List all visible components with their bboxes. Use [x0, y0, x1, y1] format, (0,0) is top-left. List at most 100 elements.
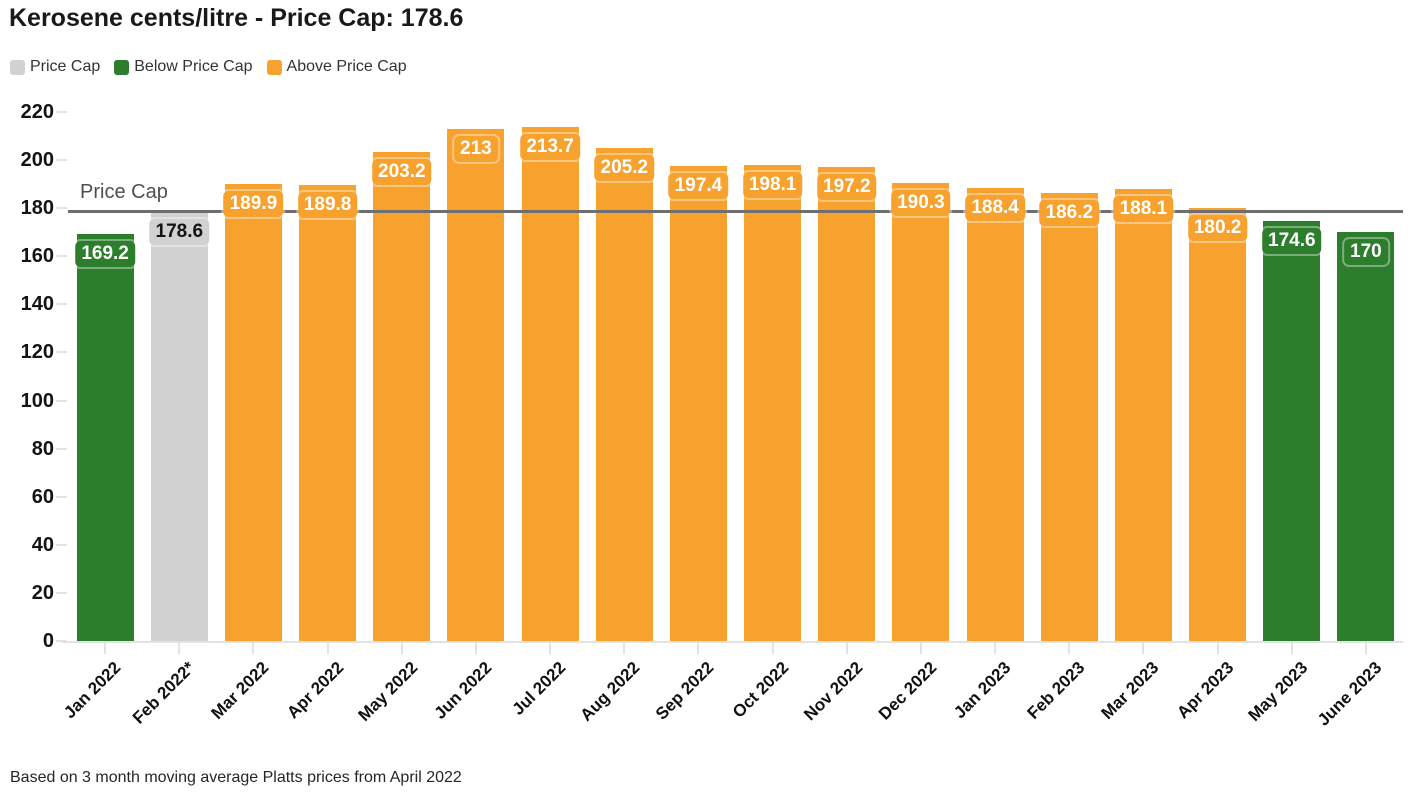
y-axis-tick: [56, 303, 67, 306]
legend-item-below-price-cap: Below Price Cap: [114, 58, 253, 76]
bar-sep-2022: [669, 166, 727, 641]
y-axis-tick: [56, 351, 67, 354]
legend-label: Below Price Cap: [134, 58, 253, 75]
y-axis-tick-label: 0: [42, 630, 54, 652]
y-axis-tick: [56, 111, 67, 113]
y-axis-tick-label: 60: [31, 485, 54, 508]
legend-item-price-cap: Price Cap: [10, 58, 100, 76]
y-axis-tick-label: 40: [31, 533, 54, 556]
y-axis-tick: [56, 159, 67, 162]
x-axis-tick: [178, 643, 181, 654]
x-axis-label: Mar 2022: [207, 658, 273, 723]
x-axis-label: Apr 2023: [1172, 658, 1238, 723]
x-axis-label: Jan 2023: [950, 658, 1015, 723]
bar-feb-2023: [1040, 193, 1098, 641]
y-axis-tick-label: 80: [31, 437, 54, 460]
x-axis-tick: [1142, 643, 1145, 654]
bar-value-label: 189.8: [297, 191, 358, 218]
y-axis-tick: [56, 543, 67, 546]
x-axis-label: Sep 2022: [652, 658, 718, 724]
chart-footnote: Based on 3 month moving average Platts p…: [10, 769, 462, 786]
y-axis-tick: [56, 399, 67, 402]
bar-jun-2022: [447, 128, 505, 641]
x-axis-label: Jul 2022: [508, 658, 570, 719]
bar-value-label: 170: [1344, 239, 1388, 266]
x-axis-label: June 2023: [1313, 658, 1386, 730]
x-axis-tick: [994, 643, 997, 654]
bar-feb-2022: [150, 211, 208, 641]
x-axis-tick: [845, 643, 848, 654]
y-axis-tick: [56, 591, 67, 594]
x-axis-label: Feb 2022*: [129, 658, 199, 728]
bar-dec-2022: [892, 183, 950, 641]
bar-jan-2022: [76, 234, 134, 641]
bar-value-label: 188.1: [1113, 195, 1174, 222]
y-axis-tick-label: 160: [20, 245, 54, 268]
x-axis-tick: [326, 643, 329, 654]
bar-value-label: 180.2: [1187, 214, 1248, 241]
bar-mar-2023: [1114, 188, 1172, 641]
y-axis-tick-label: 140: [20, 293, 54, 316]
x-axis-tick: [104, 643, 107, 654]
bar-nov-2022: [818, 166, 876, 641]
bar-jul-2022: [521, 127, 579, 641]
bar-value-label: 186.2: [1039, 200, 1100, 227]
bar-value-label: 213: [454, 135, 498, 162]
bar-apr-2022: [299, 184, 357, 641]
y-axis-tick-label: 120: [20, 341, 54, 364]
y-axis-tick: [56, 255, 67, 258]
legend-label: Price Cap: [30, 58, 101, 75]
bar-value-label: 169.2: [75, 241, 135, 268]
x-axis-tick: [1216, 643, 1219, 654]
bar-value-label: 203.2: [372, 159, 432, 186]
bar-june-2023: [1337, 232, 1395, 641]
legend-item-above-price-cap: Above Price Cap: [266, 58, 407, 76]
price-cap-line-label: Price Cap: [80, 180, 168, 203]
bar-value-label: 178.6: [149, 218, 210, 245]
x-axis-label: Nov 2022: [799, 658, 867, 725]
bar-value-label: 205.2: [594, 154, 655, 181]
x-axis-label: Jun 2022: [430, 658, 496, 723]
bar-value-label: 189.9: [223, 191, 284, 218]
y-axis-tick: [56, 207, 67, 210]
legend-swatch-above-price-cap: [266, 59, 282, 75]
x-axis-tick: [549, 643, 552, 654]
plot-area: Price Cap 0 20 40 60 80 100 120 140 160 180 200 220…: [21, 101, 1403, 730]
x-axis-label: Oct 2022: [728, 658, 793, 722]
bar-value-label: 197.2: [817, 173, 877, 200]
bar-may-2023: [1263, 221, 1321, 641]
bar-oct-2022: [744, 164, 802, 641]
bar-value-label: 190.3: [891, 190, 951, 217]
bar-may-2022: [373, 152, 431, 641]
legend-swatch-price-cap: [10, 59, 25, 75]
x-axis-label: May 2023: [1244, 658, 1312, 725]
x-axis-tick: [252, 643, 255, 654]
legend-label: Above Price Cap: [286, 58, 407, 75]
x-axis-label: May 2022: [354, 658, 422, 725]
x-axis-tick: [1290, 643, 1293, 654]
x-axis-label: Jan 2022: [60, 658, 125, 723]
bar-apr-2023: [1189, 207, 1247, 641]
x-axis-tick: [623, 643, 626, 654]
y-axis-tick: [56, 495, 67, 498]
y-axis-tick-label: 100: [20, 389, 54, 412]
x-axis-label: Aug 2022: [576, 658, 644, 725]
bar-value-label: 188.4: [965, 195, 1025, 221]
bar-jan-2023: [966, 188, 1024, 641]
y-axis-tick-label: 180: [20, 197, 54, 220]
bar-value-label: 213.7: [520, 134, 580, 161]
x-axis-tick: [919, 643, 922, 654]
bar-aug-2022: [595, 147, 653, 641]
y-axis-tick-label: 220: [20, 101, 54, 123]
x-axis-tick: [771, 643, 774, 654]
x-axis-label: Feb 2023: [1023, 658, 1089, 723]
x-axis-tick: [1068, 643, 1071, 654]
x-axis-tick: [1364, 643, 1367, 654]
x-axis-label: Mar 2023: [1097, 658, 1163, 723]
x-axis-tick: [697, 643, 700, 654]
x-axis-tick: [400, 643, 403, 654]
y-axis-tick-label: 200: [20, 149, 54, 172]
chart-title: Kerosene cents/litre - Price Cap: 178.6: [9, 4, 464, 32]
x-axis-label: Apr 2022: [282, 658, 348, 723]
